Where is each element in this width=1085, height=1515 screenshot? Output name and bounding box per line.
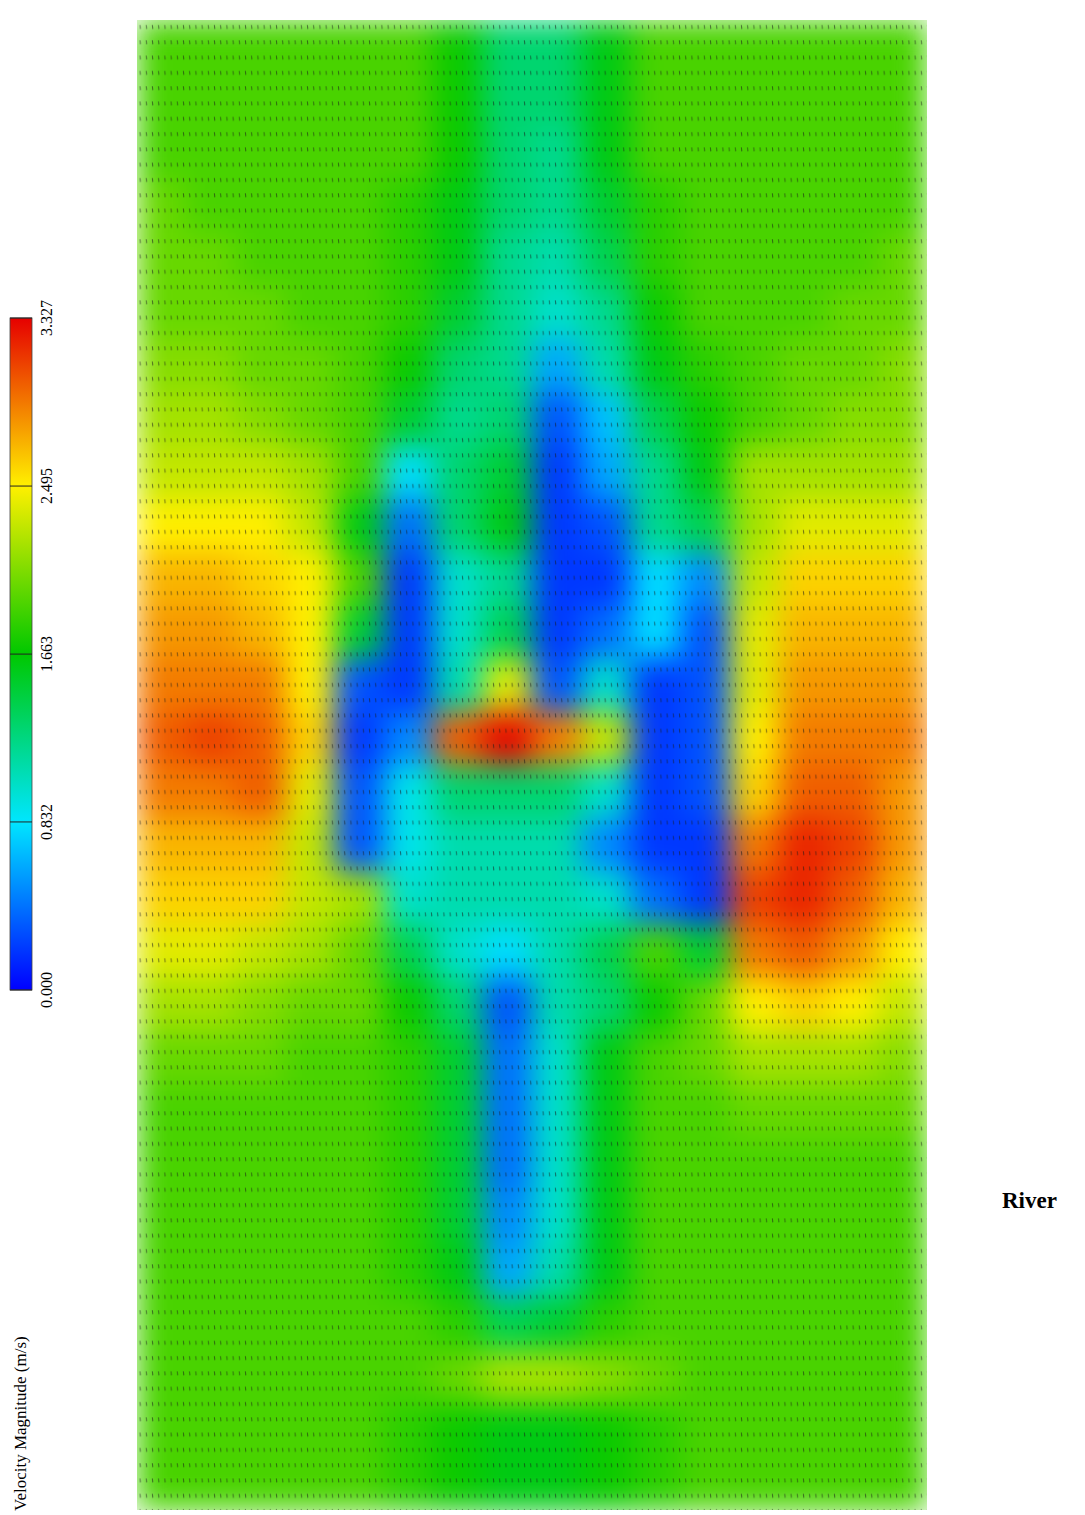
colorbar-tick <box>10 318 32 319</box>
colorbar-title: Velocity Magnitude (m/s) <box>11 1336 30 1511</box>
colorbar-tick <box>10 486 32 487</box>
colorbar-tick-label: 3.327 <box>38 300 55 336</box>
colorbar-tick <box>10 654 32 655</box>
plot-area <box>137 20 927 1510</box>
colorbar-tick-label: 0.000 <box>38 972 55 1008</box>
colorbar-tick-label: 1.663 <box>38 636 55 672</box>
colorbar-tick-label: 0.832 <box>38 804 55 840</box>
heatmap-cells <box>137 20 927 1510</box>
colorbar-tick <box>10 821 32 822</box>
colorbar-tick <box>10 990 32 991</box>
vector-texture <box>137 20 927 1510</box>
colorbar: 0.000 0.832 1.663 2.495 3.327 <box>10 300 55 1008</box>
chart: 0.000 0.832 1.663 2.495 3.327 Velocity Magnit… <box>0 0 1085 1515</box>
colorbar-tick-label: 2.495 <box>38 468 55 504</box>
annotation: River <box>1002 1188 1057 1213</box>
colorbar-scale <box>10 318 32 990</box>
